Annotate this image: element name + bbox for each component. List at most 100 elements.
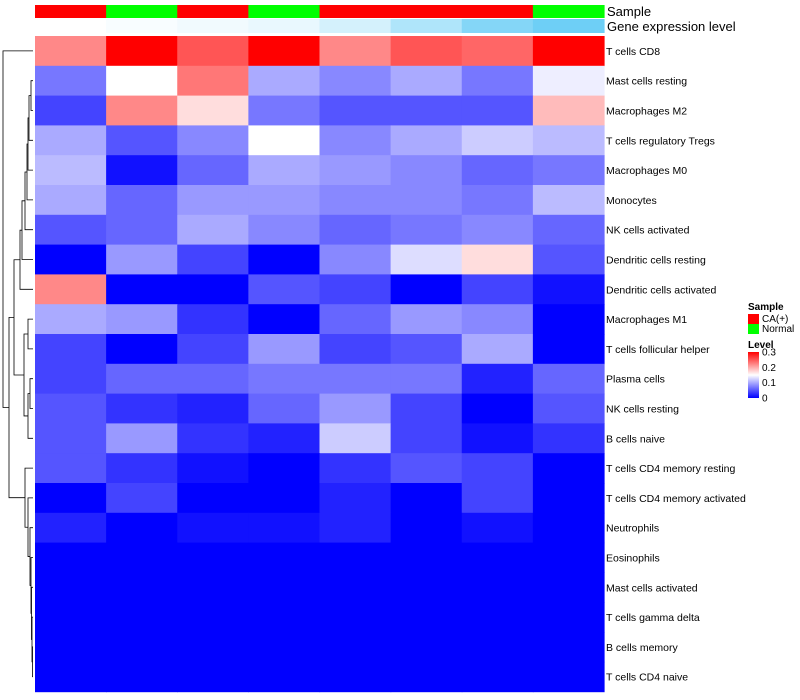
heatmap-cell: [461, 304, 534, 335]
heatmap-cell: [319, 155, 392, 186]
heatmap-cell: [248, 304, 321, 335]
heatmap-cell: [177, 304, 249, 335]
heatmap-cell: [390, 423, 463, 454]
heatmap-cell: [532, 483, 605, 514]
sample-annotation-cell: [35, 5, 107, 18]
heatmap-cell: [248, 661, 321, 693]
heatmap-cell: [106, 334, 178, 365]
dendrogram-branch: [27, 393, 33, 439]
heatmap-cell: [35, 602, 107, 633]
heatmap-cell: [177, 483, 249, 514]
dendrogram-branch: [29, 527, 33, 586]
heatmap-cell: [35, 244, 107, 275]
heatmap-cell: [319, 393, 392, 424]
sample-annotation-cell: [390, 5, 463, 18]
dendrogram-branch: [21, 200, 33, 260]
heatmap-cell: [177, 542, 249, 573]
heatmap-cell: [248, 602, 321, 633]
heatmap-cell: [319, 632, 392, 663]
heatmap-cell: [106, 602, 178, 633]
heatmap-cell: [106, 65, 178, 97]
dendrogram-branch: [27, 497, 33, 557]
legend-sample-title: Sample: [748, 302, 784, 313]
heatmap-cell: [35, 125, 107, 156]
heatmap-cell: [390, 95, 463, 126]
row-label: Dendritic cells resting: [606, 255, 706, 267]
heatmap-cell: [532, 274, 605, 305]
dendrogram-branch: [23, 333, 28, 417]
heatmap-cell: [35, 632, 107, 663]
heatmap-cell: [177, 334, 249, 365]
row-label: Neutrophils: [606, 523, 659, 535]
heatmap-cell: [532, 632, 605, 663]
heatmap-cell: [35, 512, 107, 544]
heatmap-cell: [248, 36, 321, 67]
heatmap-cell: [248, 274, 321, 305]
heatmap-cell: [177, 512, 249, 544]
heatmap-cell: [319, 36, 392, 67]
heatmap-cell: [177, 363, 249, 395]
heatmap-cell: [248, 453, 321, 484]
heatmap-cell: [35, 214, 107, 246]
heatmap-cell: [248, 65, 321, 97]
expression-annotation-cell: [390, 19, 463, 33]
dendrogram-branch: [2, 50, 33, 408]
heatmap-cell: [248, 512, 321, 544]
heatmap-cell: [177, 95, 249, 126]
heatmap-cell: [106, 483, 178, 514]
row-label: Mast cells resting: [606, 76, 687, 88]
heatmap-cell: [106, 274, 178, 305]
heatmap-cell: [532, 155, 605, 186]
heatmap-cell: [390, 125, 463, 156]
row-label: Macrophages M2: [606, 106, 687, 118]
heatmap-cell: [319, 602, 392, 633]
heatmap-cell: [390, 65, 463, 97]
heatmap-cell: [532, 36, 605, 67]
heatmap-cell: [177, 632, 249, 663]
heatmap-cell: [248, 155, 321, 186]
legend-level-title: Level: [748, 340, 774, 351]
heatmap-cell: [177, 36, 249, 67]
row-label: Dendritic cells activated: [606, 284, 716, 296]
heatmap-cell: [532, 661, 605, 693]
heatmap-cell: [532, 512, 605, 544]
expression-annotation-cell: [248, 19, 321, 33]
row-label: Monocytes: [606, 195, 657, 207]
row-label: T cells regulatory Tregs: [606, 135, 715, 147]
heatmap-cell: [35, 36, 107, 67]
row-label: Macrophages M0: [606, 165, 687, 177]
heatmap-cell: [461, 36, 534, 67]
heatmap-cell: [177, 185, 249, 216]
heatmap-cell: [532, 65, 605, 97]
heatmap-cell: [177, 423, 249, 454]
dendrogram-branch: [24, 171, 33, 231]
heatmap-cell: [106, 453, 178, 484]
heatmap-cell: [248, 483, 321, 514]
heatmap-cell: [248, 632, 321, 663]
heatmap-cell: [319, 542, 392, 573]
heatmap-cell: [177, 214, 249, 246]
heatmap-cell: [35, 274, 107, 305]
heatmap-cell: [35, 572, 107, 603]
heatmap-cell: [106, 512, 178, 544]
heatmap-cell: [106, 572, 178, 603]
heatmap-cell: [461, 393, 534, 424]
heatmap-cell: [319, 453, 392, 484]
heatmap-cell: [248, 423, 321, 454]
sample-annotation-cell: [177, 5, 249, 18]
heatmap-cell: [390, 512, 463, 544]
row-label: Macrophages M1: [606, 314, 687, 326]
heatmap-cell: [461, 661, 534, 693]
heatmap-cell: [35, 393, 107, 424]
heatmap-cell: [35, 483, 107, 514]
heatmap-cell: [461, 363, 534, 395]
sample-track-label: Sample: [607, 4, 651, 19]
heatmap-cell: [106, 423, 178, 454]
heatmap-cell: [390, 334, 463, 365]
expression-annotation-cell: [532, 19, 605, 33]
row-label: T cells CD4 memory activated: [606, 493, 746, 505]
heatmap-cell: [35, 155, 107, 186]
heatmap-cell: [35, 363, 107, 395]
heatmap-cell: [106, 393, 178, 424]
